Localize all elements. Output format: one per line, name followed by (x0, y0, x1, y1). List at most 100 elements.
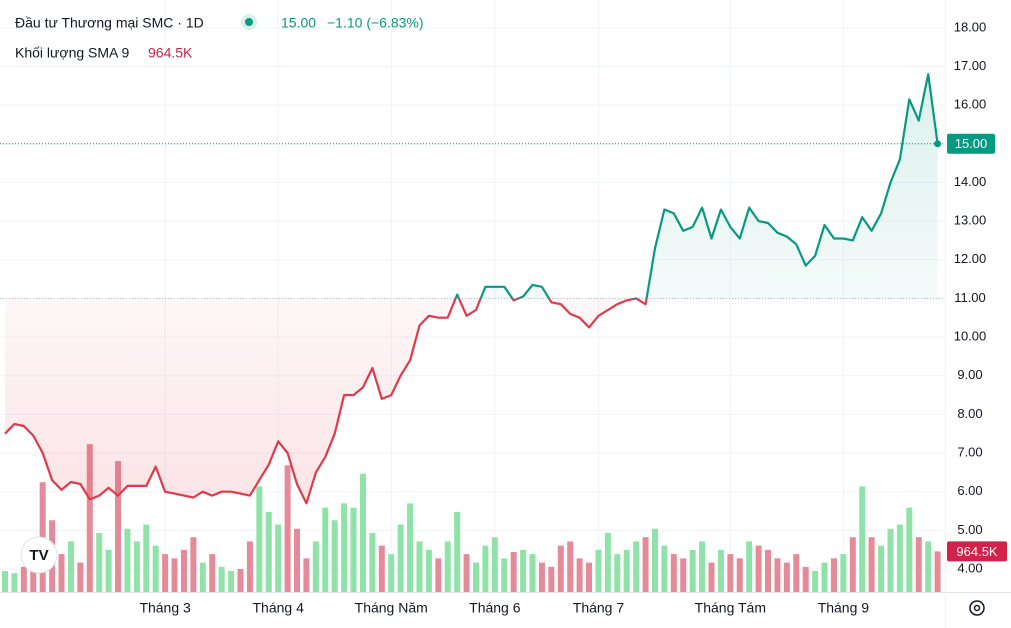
y-tick-label: 13.00 (954, 213, 987, 228)
volume-bar (925, 541, 932, 593)
volume-bar (180, 549, 187, 593)
volume-bar (11, 573, 18, 593)
volume-bar (435, 558, 442, 593)
volume-bar (199, 562, 206, 593)
y-tick-label: 10.00 (954, 329, 987, 344)
volume-bar (491, 537, 498, 593)
volume-bar (463, 554, 470, 593)
volume-bar (510, 552, 517, 593)
volume-bar (849, 537, 856, 593)
volume-bar (614, 554, 621, 593)
volume-bar (501, 558, 508, 593)
volume-bar (699, 541, 706, 593)
volume-bar (793, 554, 800, 593)
volume-legend: Khối lượng SMA 9 (15, 45, 129, 61)
volume-bar (859, 486, 866, 593)
volume-bar (246, 541, 253, 593)
volume-bar (209, 554, 216, 593)
volume-bar (312, 541, 319, 593)
volume-bar (58, 554, 65, 593)
volume-bar (482, 545, 489, 593)
volume-bar (830, 558, 837, 593)
volume-bar (887, 528, 894, 593)
volume-bar (331, 520, 338, 593)
volume-bar (77, 562, 84, 593)
volume-bar (642, 537, 649, 593)
volume-bar (680, 558, 687, 593)
volume-bar (576, 558, 583, 593)
y-tick-label: 8.00 (957, 406, 982, 421)
volume-bar (416, 541, 423, 593)
volume-bar (670, 554, 677, 593)
volume-bar (124, 528, 131, 593)
volume-bar (529, 554, 536, 593)
y-tick-label: 11.00 (954, 290, 986, 305)
x-tick-label: Tháng 3 (139, 600, 191, 616)
volume-bar (359, 473, 366, 593)
volume-bar (303, 558, 310, 593)
y-tick-label: 9.00 (957, 367, 982, 382)
status-dot (245, 18, 253, 26)
volume-bar (755, 545, 762, 593)
volume-bar (425, 549, 432, 593)
volume-bar (812, 571, 819, 593)
y-tick-label: 5.00 (957, 522, 982, 537)
volume-bar (256, 486, 263, 593)
volume-bar (133, 541, 140, 593)
volume-bar (454, 511, 461, 593)
settings-icon[interactable] (969, 600, 985, 616)
volume-bar (369, 532, 376, 593)
y-tick-label: 4.00 (957, 560, 982, 575)
volume-bar (284, 465, 291, 593)
volume-bar (275, 524, 282, 593)
volume-bar (322, 507, 329, 593)
volume-bar (651, 528, 658, 593)
price-area (5, 74, 938, 504)
volume-bar (115, 461, 122, 593)
volume-bar (689, 549, 696, 593)
volume-bar (162, 554, 169, 593)
y-tick-label: 16.00 (954, 97, 987, 112)
volume-bar (30, 558, 37, 593)
volume-bar (934, 551, 941, 593)
volume-bar (105, 549, 112, 593)
volume-bar (378, 545, 385, 593)
x-tick-label: Tháng Năm (355, 600, 428, 616)
last-price-box (947, 133, 995, 154)
volume-bar (896, 524, 903, 593)
last-point (934, 140, 942, 148)
volume-bar (586, 562, 593, 593)
y-tick-label: 18.00 (954, 19, 987, 34)
volume-bar (473, 562, 479, 593)
volume-bar (736, 558, 743, 593)
last-volume-tag: 964.5K (956, 544, 998, 559)
volume-bar (237, 568, 244, 593)
volume-bar (96, 532, 103, 593)
volume-bar (265, 511, 272, 593)
volume-bar (350, 507, 357, 593)
volume-bar (143, 524, 150, 593)
volume-bar (868, 537, 875, 593)
x-tick-label: Tháng Tám (695, 600, 766, 616)
volume-bar (878, 545, 885, 593)
volume-bar (623, 549, 630, 593)
volume-bar (444, 541, 451, 593)
volume-bar (218, 566, 225, 593)
volume-bar (407, 503, 414, 593)
volume-bar (152, 545, 159, 593)
volume-bar (661, 545, 668, 593)
last-volume-box (947, 541, 1007, 562)
tv-logo: TV (20, 536, 58, 574)
volume-bar (2, 571, 8, 593)
volume-bar (746, 541, 753, 593)
price (0, 73, 945, 505)
volume-bar (397, 524, 404, 593)
volume-bar (633, 541, 640, 593)
price-line (4, 73, 939, 505)
volume-bar (717, 549, 724, 593)
volume-bar (604, 532, 611, 593)
volume-bar (228, 571, 235, 593)
x-tick-label: Tháng 4 (252, 600, 304, 616)
x-tick-label: Tháng 7 (573, 600, 625, 616)
volume-bar (915, 537, 922, 593)
